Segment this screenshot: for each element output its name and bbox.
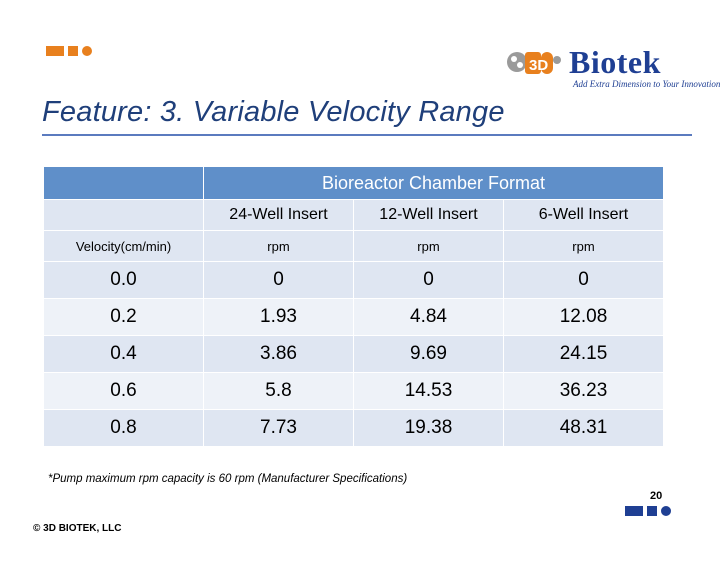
column-header-24-well: 24-Well Insert — [203, 199, 354, 231]
page-number: 20 — [650, 490, 663, 502]
table-row: 0.0 0 0 0 — [43, 261, 664, 299]
table-row: 0.4 3.86 9.69 24.15 — [43, 335, 664, 373]
3d-biotek-logo-mark: 3D — [507, 52, 561, 74]
velocity-cell: 0.0 — [43, 261, 204, 299]
table-header-row-columns: 24-Well Insert 12-Well Insert 6-Well Ins… — [43, 199, 664, 231]
logo-tagline: Add Extra Dimension to Your Innovation — [573, 79, 721, 89]
decorative-blocks-top — [46, 46, 92, 64]
rpm-cell: 4.84 — [353, 298, 504, 336]
rpm-cell: 9.69 — [353, 335, 504, 373]
table-row: 0.6 5.8 14.53 36.23 — [43, 372, 664, 410]
rpm-cell: 0 — [203, 261, 354, 299]
rpm-cell: 1.93 — [203, 298, 354, 336]
table-header-row-group: Bioreactor Chamber Format — [43, 166, 664, 200]
rpm-cell: 36.23 — [503, 372, 664, 410]
rpm-cell: 14.53 — [353, 372, 504, 410]
table-header-row-units: Velocity(cm/min) rpm rpm rpm — [43, 230, 664, 262]
column-header-12-well: 12-Well Insert — [353, 199, 504, 231]
column-header-6-well: 6-Well Insert — [503, 199, 664, 231]
unit-cell: rpm — [353, 230, 504, 262]
rpm-cell: 12.08 — [503, 298, 664, 336]
rpm-cell: 3.86 — [203, 335, 354, 373]
decorative-blocks-bottom — [625, 506, 671, 524]
unit-cell: rpm — [503, 230, 664, 262]
logo-brand: Biotek — [569, 44, 661, 80]
footnote: *Pump maximum rpm capacity is 60 rpm (Ma… — [48, 473, 408, 485]
rpm-cell: 7.73 — [203, 409, 354, 447]
rpm-cell: 19.38 — [353, 409, 504, 447]
logo-mark-text: 3D — [529, 57, 548, 74]
row-header-label: Velocity(cm/min) — [43, 230, 204, 262]
company-logo: 3D Biotek Add Extra Dimension to Your In… — [505, 44, 720, 92]
velocity-cell: 0.6 — [43, 372, 204, 410]
slide-title: Feature: 3. Variable Velocity Range — [42, 96, 505, 128]
unit-cell: rpm — [203, 230, 354, 262]
rpm-cell: 48.31 — [503, 409, 664, 447]
velocity-cell: 0.8 — [43, 409, 204, 447]
table-corner-cell — [43, 166, 204, 200]
velocity-cell: 0.4 — [43, 335, 204, 373]
rpm-cell: 0 — [353, 261, 504, 299]
rpm-cell: 0 — [503, 261, 664, 299]
table-corner-cell-2 — [43, 199, 204, 231]
velocity-rpm-table: Bioreactor Chamber Format 24-Well Insert… — [43, 166, 664, 447]
title-divider — [42, 134, 692, 136]
group-header-cell: Bioreactor Chamber Format — [203, 166, 664, 200]
table-row: 0.2 1.93 4.84 12.08 — [43, 298, 664, 336]
velocity-cell: 0.2 — [43, 298, 204, 336]
copyright-notice: © 3D BIOTEK, LLC — [33, 523, 122, 534]
rpm-cell: 5.8 — [203, 372, 354, 410]
table-row: 0.8 7.73 19.38 48.31 — [43, 409, 664, 447]
rpm-cell: 24.15 — [503, 335, 664, 373]
